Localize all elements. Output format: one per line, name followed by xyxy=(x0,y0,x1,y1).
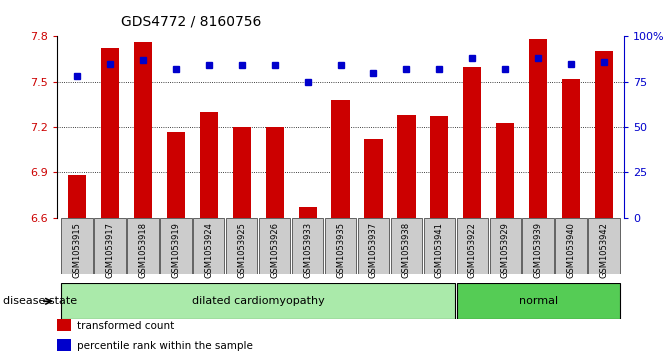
Bar xyxy=(134,42,152,218)
Text: GSM1053919: GSM1053919 xyxy=(171,222,180,278)
Text: GSM1053935: GSM1053935 xyxy=(336,222,345,278)
Bar xyxy=(364,139,382,218)
Text: transformed count: transformed count xyxy=(77,321,174,331)
Bar xyxy=(456,218,488,274)
Bar xyxy=(57,339,71,351)
Bar xyxy=(456,283,620,319)
Bar xyxy=(61,218,93,274)
Bar xyxy=(199,112,217,218)
Text: GSM1053939: GSM1053939 xyxy=(534,222,543,278)
Bar xyxy=(266,127,284,218)
Text: GSM1053924: GSM1053924 xyxy=(204,222,213,278)
Bar xyxy=(464,66,482,218)
Text: GSM1053942: GSM1053942 xyxy=(600,222,609,278)
Text: GSM1053929: GSM1053929 xyxy=(501,222,510,278)
Bar xyxy=(595,52,613,218)
Bar xyxy=(562,79,580,218)
Bar xyxy=(331,100,350,218)
Bar xyxy=(259,218,291,274)
Bar xyxy=(233,127,251,218)
Bar xyxy=(430,117,448,218)
Text: GSM1053938: GSM1053938 xyxy=(402,222,411,278)
Text: GSM1053937: GSM1053937 xyxy=(369,222,378,278)
Bar xyxy=(193,218,225,274)
Text: GSM1053922: GSM1053922 xyxy=(468,222,477,278)
Bar xyxy=(556,218,587,274)
Text: disease state: disease state xyxy=(3,296,77,306)
Bar xyxy=(299,207,317,218)
Bar xyxy=(529,39,548,218)
Bar xyxy=(57,319,71,331)
Bar xyxy=(127,218,158,274)
Bar xyxy=(523,218,554,274)
Text: GSM1053918: GSM1053918 xyxy=(138,222,147,278)
Bar xyxy=(325,218,356,274)
Text: GSM1053941: GSM1053941 xyxy=(435,222,444,278)
Bar xyxy=(358,218,389,274)
Bar xyxy=(160,218,191,274)
Text: GSM1053915: GSM1053915 xyxy=(72,222,81,278)
Text: GSM1053925: GSM1053925 xyxy=(237,222,246,278)
Text: GSM1053917: GSM1053917 xyxy=(105,222,114,278)
Bar xyxy=(397,115,415,218)
Bar xyxy=(226,218,258,274)
Bar xyxy=(292,218,323,274)
Text: normal: normal xyxy=(519,296,558,306)
Text: GDS4772 / 8160756: GDS4772 / 8160756 xyxy=(121,15,261,29)
Text: dilated cardiomyopathy: dilated cardiomyopathy xyxy=(192,296,325,306)
Bar xyxy=(166,131,185,218)
Text: GSM1053933: GSM1053933 xyxy=(303,222,312,278)
Bar xyxy=(61,283,455,319)
Bar xyxy=(391,218,422,274)
Bar xyxy=(94,218,125,274)
Bar xyxy=(490,218,521,274)
Text: GSM1053926: GSM1053926 xyxy=(270,222,279,278)
Text: GSM1053940: GSM1053940 xyxy=(567,222,576,278)
Bar xyxy=(101,48,119,218)
Text: percentile rank within the sample: percentile rank within the sample xyxy=(77,340,253,351)
Bar xyxy=(497,122,515,218)
Bar xyxy=(68,175,86,218)
Bar xyxy=(423,218,455,274)
Bar xyxy=(588,218,620,274)
